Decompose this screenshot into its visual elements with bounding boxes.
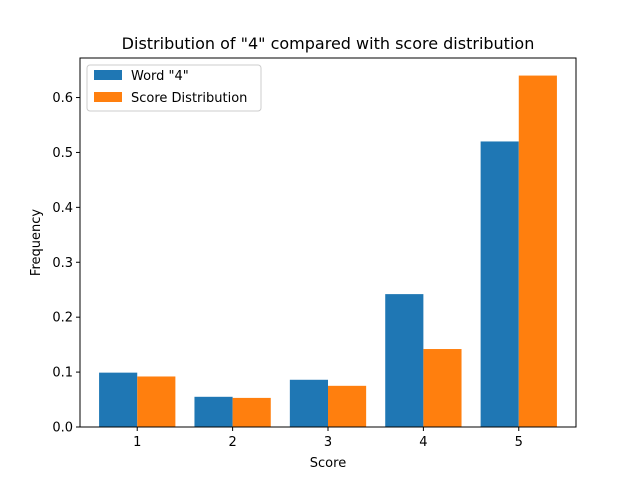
chart-title: Distribution of "4" compared with score …	[122, 34, 535, 53]
x-tick-label-4: 4	[419, 435, 427, 450]
legend: Word "4" Score Distribution	[86, 64, 262, 112]
x-axis: 1 2 3 4 5	[133, 427, 523, 450]
bar-series2-2	[232, 397, 271, 427]
y-axis: 0.0 0.1 0.2 0.3 0.4 0.5 0.6	[52, 91, 80, 436]
legend-swatch-1	[94, 70, 122, 80]
bar-series2-1	[137, 376, 176, 427]
legend-label-1: Word "4"	[131, 69, 189, 84]
x-tick-label-1: 1	[133, 435, 141, 450]
bar-series1-3	[289, 379, 328, 427]
x-axis-label: Score	[310, 456, 346, 471]
legend-frame	[86, 64, 262, 112]
legend-swatch-2	[94, 92, 122, 102]
bar-series1-1	[99, 372, 138, 427]
y-tick-label-0.1: 0.1	[52, 366, 73, 381]
bar-series2-4	[423, 349, 462, 427]
x-tick-label-3: 3	[324, 435, 332, 450]
x-tick-label-2: 2	[228, 435, 236, 450]
y-tick-label-0.0: 0.0	[52, 421, 73, 436]
y-tick-label-0.4: 0.4	[52, 201, 73, 216]
bar-series1-2	[194, 396, 233, 427]
y-axis-label: Frequency	[29, 209, 44, 276]
bar-series1-4	[385, 294, 424, 427]
legend-label-2: Score Distribution	[131, 91, 247, 106]
bar-series2-3	[328, 385, 367, 427]
y-tick-label-0.2: 0.2	[52, 311, 73, 326]
bars-layer	[99, 75, 557, 427]
y-tick-label-0.3: 0.3	[52, 256, 73, 271]
bar-series2-5	[518, 75, 557, 427]
x-tick-label-5: 5	[515, 435, 523, 450]
y-tick-label-0.5: 0.5	[52, 146, 73, 161]
y-tick-label-0.6: 0.6	[52, 91, 73, 106]
bar-series1-5	[480, 141, 519, 427]
